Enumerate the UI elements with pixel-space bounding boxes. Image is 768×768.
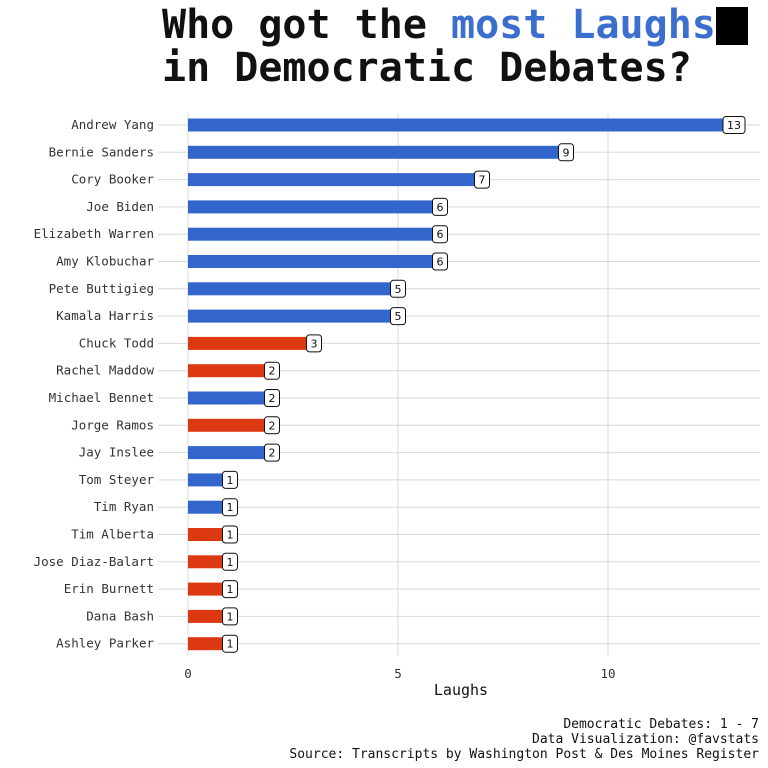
value-label-box <box>264 389 280 407</box>
bar <box>188 582 230 596</box>
value-label: 2 <box>269 392 276 405</box>
value-label: 6 <box>437 256 444 269</box>
category-label: Bernie Sanders <box>49 144 154 159</box>
value-label-box <box>432 197 448 216</box>
category-label: Erin Burnett <box>64 581 154 596</box>
bar <box>188 446 272 460</box>
category-label: Jay Inslee <box>79 445 154 460</box>
category-label: Tim Ryan <box>94 499 154 514</box>
category-label: Dana Bash <box>86 608 154 623</box>
caption-source: Source: Transcripts by Washington Post &… <box>289 747 759 762</box>
value-label-box <box>222 634 238 653</box>
bar <box>188 500 230 514</box>
value-label: 1 <box>227 556 234 569</box>
x-tick-label: 5 <box>394 666 402 681</box>
category-label: Michael Bennet <box>49 390 154 405</box>
caption-visualization: Data Visualization: @favstats <box>532 732 759 747</box>
x-tick-label: 10 <box>600 666 615 681</box>
value-label: 5 <box>395 310 402 323</box>
x-axis-title: Laughs <box>434 681 488 699</box>
bar <box>188 118 734 132</box>
bar <box>188 145 566 159</box>
value-label: 1 <box>227 474 234 487</box>
value-label-box <box>558 143 574 162</box>
chart-caption: Democratic Debates: 1 - 7 Data Visualiza… <box>289 717 759 762</box>
value-label-box <box>222 470 238 489</box>
value-label-box <box>722 116 746 134</box>
title-accent: most Laughs <box>450 2 716 48</box>
bar <box>188 255 440 268</box>
bar <box>188 309 398 323</box>
value-label-box <box>264 416 280 435</box>
bar <box>188 391 272 405</box>
category-label: Joe Biden <box>86 199 154 214</box>
caption-debates: Democratic Debates: 1 - 7 <box>563 717 759 732</box>
category-label: Andrew Yang <box>71 117 154 132</box>
bar <box>188 528 230 541</box>
value-label: 1 <box>227 610 234 623</box>
value-label: 1 <box>227 501 234 514</box>
value-label: 13 <box>727 119 741 132</box>
value-label: 9 <box>563 146 570 159</box>
bar <box>188 364 272 378</box>
title-block-mark <box>715 7 748 45</box>
value-label: 6 <box>437 201 444 214</box>
title-prefix: Who got the <box>162 2 451 48</box>
x-tick-label: 0 <box>184 666 192 681</box>
title-line-1: Who got the most Laughs <box>162 4 768 47</box>
value-label: 2 <box>269 365 276 378</box>
category-label: Rachel Maddow <box>56 363 154 378</box>
category-label: Pete Buttigieg <box>49 281 154 296</box>
title-line-2: in Democratic Debates? <box>162 45 692 91</box>
value-label-box <box>390 307 406 326</box>
value-label: 1 <box>227 583 234 596</box>
bar <box>188 173 482 187</box>
category-label: Tom Steyer <box>79 472 155 487</box>
bar <box>188 227 440 241</box>
value-label: 2 <box>269 419 276 432</box>
bar <box>188 418 272 432</box>
value-label-box <box>222 607 238 626</box>
value-label-box <box>264 443 280 462</box>
value-label: 5 <box>395 283 402 296</box>
bar <box>188 282 398 296</box>
value-label: 1 <box>227 529 234 542</box>
value-label-box <box>222 552 238 571</box>
category-label: Jorge Ramos <box>71 417 154 432</box>
value-label: 2 <box>269 447 276 460</box>
value-label-box <box>390 279 406 298</box>
value-label-box <box>222 498 238 517</box>
category-label: Cory Booker <box>71 172 154 187</box>
value-label-box <box>432 225 448 244</box>
category-label: Jose Diaz-Balart <box>34 554 154 569</box>
bar <box>188 555 230 569</box>
category-label: Kamala Harris <box>56 308 154 323</box>
bar <box>188 473 230 487</box>
category-label: Tim Alberta <box>71 527 154 542</box>
value-label-box <box>222 525 238 544</box>
bar <box>188 336 314 350</box>
value-label: 1 <box>227 638 234 651</box>
bar <box>188 609 230 623</box>
value-label-box <box>222 580 238 599</box>
bar <box>188 200 440 214</box>
value-label-box <box>432 252 448 271</box>
category-label: Elizabeth Warren <box>34 226 154 241</box>
value-label-box <box>306 334 322 353</box>
value-label-box <box>474 170 490 189</box>
bar <box>188 637 230 651</box>
category-label: Chuck Todd <box>79 335 154 350</box>
value-label: 3 <box>311 337 318 350</box>
category-label: Ashley Parker <box>56 636 154 651</box>
category-label: Amy Klobuchar <box>56 254 154 269</box>
value-label: 6 <box>437 228 444 241</box>
value-label-box <box>264 361 280 380</box>
value-label: 7 <box>479 174 486 187</box>
chart-title: Who got the most Laughs in Democratic De… <box>162 4 768 90</box>
